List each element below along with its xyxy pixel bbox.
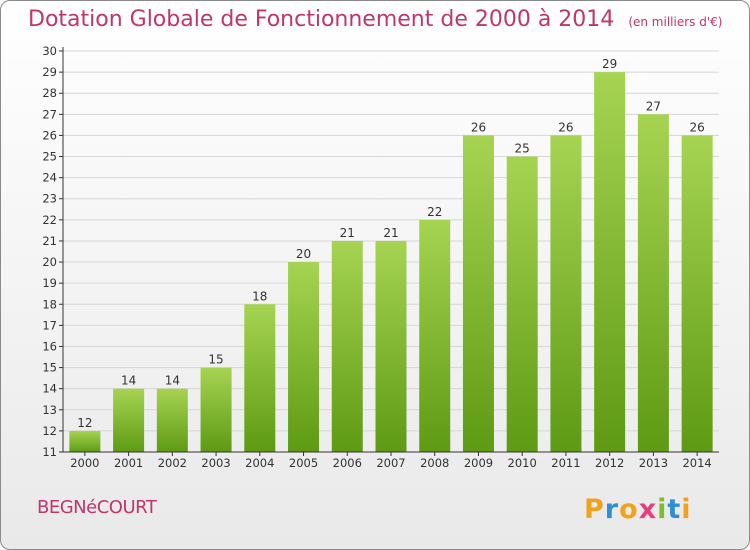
data-label: 14: [121, 374, 136, 388]
x-tick-label: 2004: [245, 456, 274, 470]
data-label: 14: [165, 374, 180, 388]
y-tick-label: 15: [42, 361, 57, 375]
bar: [681, 135, 713, 452]
y-tick-label: 12: [42, 424, 57, 438]
bar: [331, 240, 363, 452]
x-tick-label: 2000: [70, 456, 99, 470]
data-label: 12: [77, 416, 92, 430]
chart-unit-note: (en milliers d'€): [628, 15, 723, 29]
bar: [244, 304, 276, 452]
x-tick-label: 2012: [595, 456, 624, 470]
x-tick-label: 2009: [464, 456, 493, 470]
data-label: 26: [471, 120, 486, 134]
data-label: 18: [252, 289, 267, 303]
y-tick-label: 21: [42, 234, 57, 248]
data-label: 26: [689, 120, 704, 134]
title-row: Dotation Globale de Fonctionnement de 20…: [28, 7, 722, 32]
data-label: 25: [515, 142, 530, 156]
bar: [419, 219, 451, 452]
data-label: 29: [602, 57, 617, 71]
y-tick-label: 14: [42, 382, 57, 396]
y-tick-label: 28: [42, 86, 57, 100]
x-tick-label: 2003: [201, 456, 230, 470]
bar: [156, 388, 188, 452]
data-label: 21: [340, 226, 355, 240]
y-tick-label: 17: [42, 318, 57, 332]
y-tick-label: 18: [42, 297, 57, 311]
bar: [506, 156, 538, 453]
data-label: 15: [208, 353, 223, 367]
bar: [594, 72, 626, 453]
y-tick-label: 30: [42, 44, 57, 58]
bar: [637, 114, 669, 452]
y-tick-label: 26: [42, 128, 57, 142]
y-tick-label: 11: [42, 445, 57, 459]
x-tick-label: 2001: [114, 456, 143, 470]
y-tick-label: 16: [42, 339, 57, 353]
chart-title: Dotation Globale de Fonctionnement de 20…: [28, 7, 615, 32]
svg-text:Proxiti: Proxiti: [584, 494, 692, 525]
x-tick-label: 2011: [551, 456, 580, 470]
y-tick-label: 19: [42, 276, 57, 290]
x-tick-label: 2008: [420, 456, 449, 470]
bar: [69, 430, 101, 452]
data-label: 22: [427, 205, 442, 219]
x-tick-label: 2005: [289, 456, 318, 470]
y-tick-label: 13: [42, 403, 57, 417]
data-label: 26: [558, 120, 573, 134]
data-label: 20: [296, 247, 311, 261]
bar: [288, 262, 320, 452]
y-tick-label: 23: [42, 192, 57, 206]
x-tick-label: 2006: [333, 456, 362, 470]
bar: [550, 135, 582, 452]
data-label: 27: [646, 99, 661, 113]
data-label: 21: [383, 226, 398, 240]
x-tick-label: 2007: [376, 456, 405, 470]
y-tick-label: 25: [42, 150, 57, 164]
bar: [375, 240, 407, 452]
x-tick-label: 2010: [508, 456, 537, 470]
y-tick-label: 22: [42, 213, 57, 227]
y-tick-label: 24: [42, 171, 57, 185]
x-tick-label: 2002: [158, 456, 187, 470]
bar: [462, 135, 494, 452]
y-tick-label: 20: [42, 255, 57, 269]
commune-name: BEGNéCOURT: [37, 497, 157, 518]
bar: [200, 367, 232, 452]
x-tick-label: 2013: [639, 456, 668, 470]
bar: [113, 388, 145, 452]
y-tick-label: 29: [42, 65, 57, 79]
y-tick-label: 27: [42, 107, 57, 121]
proxiti-logo[interactable]: Proxiti: [584, 488, 694, 528]
x-tick-label: 2014: [682, 456, 711, 470]
